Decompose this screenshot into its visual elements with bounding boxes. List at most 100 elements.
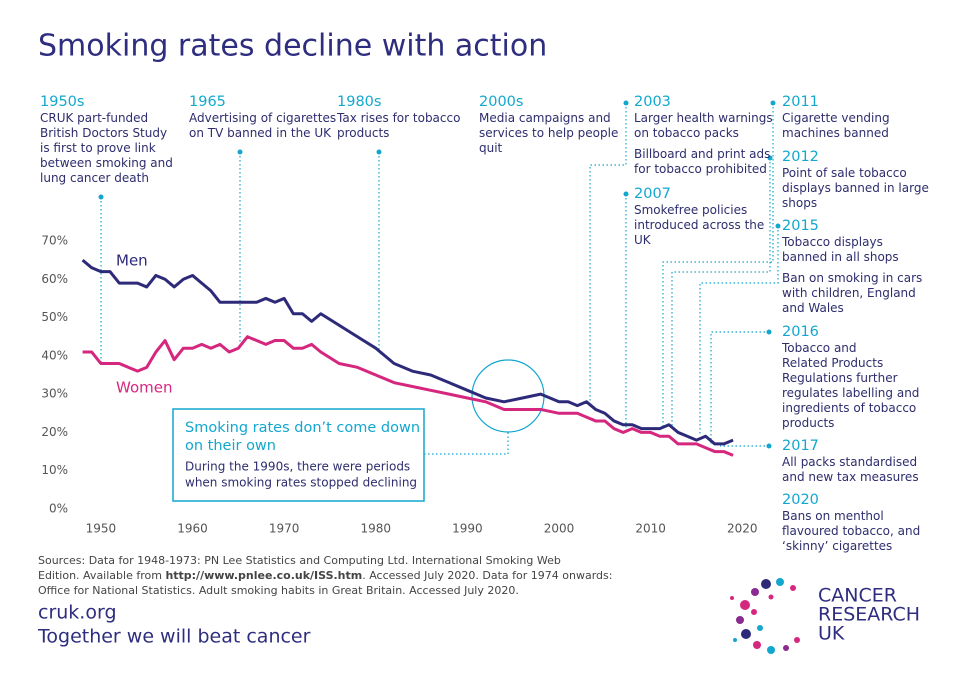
annotation-text: lung cancer death xyxy=(40,171,149,185)
annotation-text: machines banned xyxy=(782,126,889,140)
annotation-title: 2007 xyxy=(634,186,671,202)
annotation-text: introduced across the xyxy=(634,218,765,232)
x-tick-label: 1970 xyxy=(269,522,300,536)
annotation-text: on TV banned in the UK xyxy=(189,126,332,140)
annotation: 2003 Larger health warnings on tobacco pac… xyxy=(634,93,773,177)
annotation: 2011 Cigarette vending machines banned xyxy=(782,93,890,141)
annotation-title: 2012 xyxy=(782,149,819,165)
annotation: 2020 Bans on menthol flavoured tobacco, an… xyxy=(782,491,920,554)
logo-mark xyxy=(730,578,800,654)
callout-text: During the 1990s, there were periods xyxy=(185,460,410,474)
callout-text: when smoking rates stopped declining xyxy=(185,476,417,490)
source-line: Sources: Data for 1948-1973: PN Lee Stat… xyxy=(38,554,561,567)
annotation: 2000s Media campaigns and services to help… xyxy=(479,93,618,156)
series-line xyxy=(82,335,734,457)
annotation-text: Cigarette vending xyxy=(782,111,890,125)
annotation-title: 2017 xyxy=(782,438,819,454)
annotation: 2017 All packs standardised and new tax me… xyxy=(782,437,919,485)
y-tick-label: 30% xyxy=(41,387,68,401)
callout-title: Smoking rates don’t come down xyxy=(185,420,420,436)
x-tick-label: 2010 xyxy=(635,522,666,536)
annotation-text: is first to prove link xyxy=(40,141,156,155)
source-part: http://www.pnlee.co.uk/ISS.htm xyxy=(165,569,362,582)
annotation-title: 2000s xyxy=(479,94,524,110)
x-tick-label: 2020 xyxy=(727,522,758,536)
annotation-text: Smokefree policies xyxy=(634,203,748,217)
annotation-text: ‘skinny’ cigarettes xyxy=(782,539,893,553)
annotation-title: 2003 xyxy=(634,94,671,110)
annotation-text: products xyxy=(782,416,835,430)
source-part: Edition. Available from xyxy=(38,569,165,582)
annotation-text: displays banned in large xyxy=(782,181,929,195)
annotation-title: 2015 xyxy=(782,218,819,234)
source-line: Office for National Statistics. Adult sm… xyxy=(38,584,519,597)
annotation-title: 1950s xyxy=(40,94,85,110)
annotation-text: Tobacco and xyxy=(782,341,857,355)
y-tick-label: 50% xyxy=(41,310,68,324)
y-tick-label: 10% xyxy=(41,463,68,477)
annotation-note: Ban on smoking in cars with children, Eng… xyxy=(782,271,922,316)
logo-text: CANCER xyxy=(818,585,897,607)
annotation-text: between smoking and xyxy=(40,156,173,170)
annotation: 1950s CRUK part-funded British Doctors Stu… xyxy=(40,93,173,186)
annotation-text: Regulations further xyxy=(782,371,898,385)
annotation-text: Point of sale tobacco xyxy=(782,166,907,180)
y-tick-label: 20% xyxy=(41,425,68,439)
source-part: . Accessed July 2020. Data for 1974 onwa… xyxy=(362,569,612,582)
annotation-text: Related Products xyxy=(782,356,884,370)
callout-title: on their own xyxy=(185,438,276,454)
annotation-title: 2011 xyxy=(782,94,819,110)
annotation: 1965 Advertising of cigarettes on TV banne… xyxy=(189,93,336,141)
annotation-text: Billboard and print ads xyxy=(634,147,771,161)
chart-title: Smoking rates decline with action xyxy=(38,29,547,64)
annotation-note: Billboard and print ads for tobacco prohi… xyxy=(634,147,773,177)
series-label: Women xyxy=(116,379,172,397)
annotation-text: Bans on menthol xyxy=(782,509,884,523)
annotation: 1980s Tax rises for tobacco products xyxy=(337,93,460,141)
logo-text: UK xyxy=(818,623,845,645)
annotation-text: for tobacco prohibited xyxy=(634,162,767,176)
y-tick-label: 70% xyxy=(41,234,68,248)
x-tick-label: 1990 xyxy=(452,522,483,536)
y-tick-label: 60% xyxy=(41,272,68,286)
annotation-text: All packs standardised xyxy=(782,455,918,469)
annotation-text: Tax rises for tobacco xyxy=(337,111,461,125)
annotation-text: quit xyxy=(479,141,503,155)
source-part: Office for National Statistics. Adult sm… xyxy=(38,584,519,597)
annotation-text: Tobacco displays xyxy=(782,235,883,249)
annotation-text: Media campaigns and xyxy=(479,111,611,125)
annotation-text: and Wales xyxy=(782,301,844,315)
annotation-text: UK xyxy=(634,233,651,247)
annotation-title: 1980s xyxy=(337,94,382,110)
x-tick-label: 1980 xyxy=(360,522,391,536)
x-tick-label: 2000 xyxy=(544,522,575,536)
series-label: Men xyxy=(116,252,148,270)
annotation-text: flavoured tobacco, and xyxy=(782,524,921,538)
annotation: 2016 Tobacco and Related Products Regulatio… xyxy=(782,323,919,431)
series-line xyxy=(81,258,734,446)
annotation-text: British Doctors Study xyxy=(40,126,168,140)
y-tick-label: 40% xyxy=(41,348,68,362)
x-tick-label: 1960 xyxy=(177,522,208,536)
annotation: 2012 Point of sale tobacco displays banned… xyxy=(782,148,929,211)
annotation-text: CRUK part-funded xyxy=(40,111,149,125)
source-line: Edition. Available from http://www.pnlee… xyxy=(38,569,612,582)
leaders xyxy=(98,100,781,502)
annotation-text: banned in all shops xyxy=(782,250,899,264)
annotation-text: with children, England xyxy=(782,286,916,300)
annotation-text: products xyxy=(337,126,390,140)
annotation-title: 2016 xyxy=(782,324,819,340)
logo-text: RESEARCH xyxy=(818,604,920,626)
annotation: 2015 Tobacco displays banned in all shops B… xyxy=(782,217,922,316)
annotation-text: on tobacco packs xyxy=(634,126,739,140)
annotation: 2007 Smokefree policies introduced across … xyxy=(634,185,764,248)
footer-tagline: Together we will beat cancer xyxy=(37,626,311,648)
annotation-text: Ban on smoking in cars xyxy=(782,271,923,285)
annotation-text: shops xyxy=(782,196,818,210)
annotation-text: ingredients of tobacco xyxy=(782,401,917,415)
annotation-text: and new tax measures xyxy=(782,470,919,484)
annotation-text: services to help people xyxy=(479,126,619,140)
source-part: Sources: Data for 1948-1973: PN Lee Stat… xyxy=(38,554,561,567)
